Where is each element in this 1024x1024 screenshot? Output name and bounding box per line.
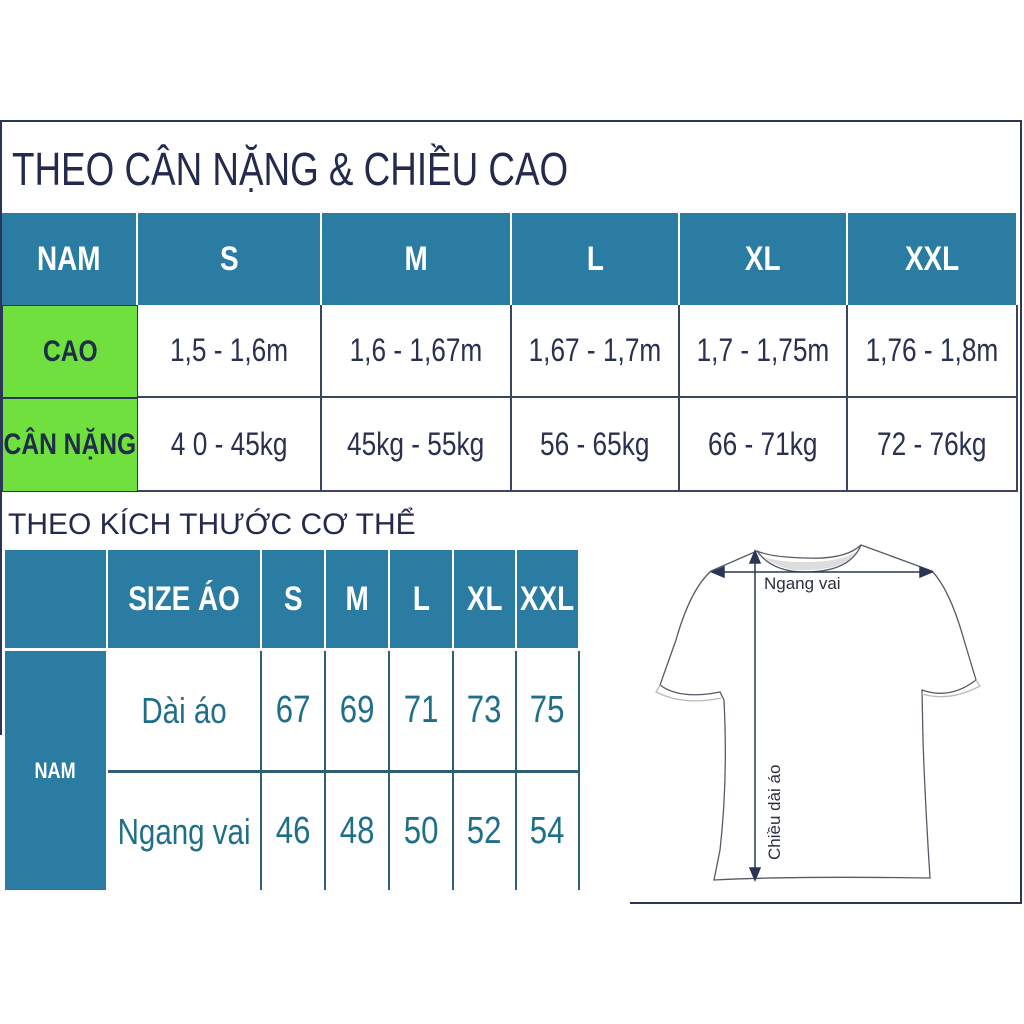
value-cell-text: 54 bbox=[530, 810, 565, 852]
header-cell-text: XL bbox=[745, 239, 781, 278]
value-cell-text: 1,6 - 1,67m bbox=[349, 332, 483, 368]
header-cell-text: XXL bbox=[904, 239, 960, 278]
header-cell-text: S bbox=[283, 579, 303, 618]
weight-height-title: THEO CÂN NẶNG & CHIỀU CAO bbox=[12, 143, 569, 195]
body-size-title: THEO KÍCH THƯỚC CƠ THỂ bbox=[8, 508, 416, 541]
header-cell: S bbox=[138, 213, 322, 305]
value-cell: 72 - 76kg bbox=[848, 398, 1018, 492]
value-cell-text: 1,7 - 1,75m bbox=[696, 332, 830, 368]
value-cell: 73 bbox=[454, 651, 517, 770]
header-cell-text: M bbox=[404, 239, 428, 278]
header-cell-text: L bbox=[412, 579, 430, 618]
value-cell: 1,76 - 1,8m bbox=[848, 305, 1018, 398]
value-cell-text: 1,5 - 1,6m bbox=[169, 332, 289, 368]
header-cell: SIZE ÁO bbox=[108, 550, 262, 648]
length-arrow bbox=[748, 549, 762, 882]
value-cell: 69 bbox=[326, 651, 390, 770]
row-label: Ngang vai bbox=[108, 773, 262, 890]
header-cell-text: L bbox=[586, 239, 604, 278]
value-cell: 75 bbox=[517, 651, 580, 770]
header-cell: S bbox=[262, 550, 326, 648]
row-label-text: CÂN NẶNG bbox=[3, 428, 137, 461]
value-cell-text: 73 bbox=[467, 689, 502, 731]
value-cell-text: 48 bbox=[339, 810, 375, 852]
header-cell: XXL bbox=[517, 550, 580, 648]
value-cell-text: 66 - 71kg bbox=[708, 425, 818, 462]
frame-border-right bbox=[1020, 120, 1022, 903]
header-cell: XL bbox=[454, 550, 517, 648]
value-cell-text: 71 bbox=[403, 689, 439, 731]
value-cell: 52 bbox=[454, 773, 517, 890]
frame-border-top bbox=[0, 120, 1022, 122]
header-cell: L bbox=[390, 550, 454, 648]
value-cell-text: 75 bbox=[530, 689, 565, 731]
value-cell-text: 46 bbox=[275, 810, 311, 852]
header-cell-text: XL bbox=[466, 579, 503, 618]
value-cell: 1,7 - 1,75m bbox=[680, 305, 848, 398]
width-arrow bbox=[710, 565, 934, 579]
group-label-text: NAM bbox=[34, 757, 77, 783]
shirt-outline bbox=[655, 544, 981, 881]
value-cell: 67 bbox=[262, 651, 326, 770]
row-divider bbox=[108, 770, 580, 773]
header-cell: NAM bbox=[2, 213, 138, 305]
value-cell-text: 56 - 65kg bbox=[540, 425, 650, 462]
value-cell-text: 69 bbox=[339, 689, 375, 731]
header-cell-text: SIZE ÁO bbox=[128, 579, 240, 618]
value-cell: 1,6 - 1,67m bbox=[322, 305, 512, 398]
header-cell: L bbox=[512, 213, 680, 305]
width-label: Ngang vai bbox=[764, 574, 841, 593]
value-cell: 4 0 - 45kg bbox=[138, 398, 322, 492]
header-cell-text: S bbox=[219, 239, 239, 278]
value-cell-text: 45kg - 55kg bbox=[347, 425, 485, 462]
value-cell: 56 - 65kg bbox=[512, 398, 680, 492]
value-cell-text: 1,76 - 1,8m bbox=[865, 332, 999, 368]
header-cell: XXL bbox=[848, 213, 1018, 305]
frame-border-bottom bbox=[630, 902, 1022, 904]
row-label-text: Ngang vai bbox=[117, 810, 251, 852]
value-cell: 71 bbox=[390, 651, 454, 770]
value-cell-text: 67 bbox=[275, 689, 311, 731]
value-cell-text: 72 - 76kg bbox=[877, 425, 987, 462]
group-label: NAM bbox=[5, 651, 108, 890]
row-label-text: Dài áo bbox=[141, 689, 227, 731]
value-cell-text: 52 bbox=[467, 810, 502, 852]
row-label: CAO bbox=[2, 305, 138, 398]
value-cell: 66 - 71kg bbox=[680, 398, 848, 492]
header-cell-text: NAM bbox=[37, 239, 101, 278]
header-cell: XL bbox=[680, 213, 848, 305]
value-cell: 50 bbox=[390, 773, 454, 890]
value-cell-text: 4 0 - 45kg bbox=[170, 425, 288, 462]
corner-cell bbox=[5, 550, 108, 648]
shirt-collar bbox=[763, 552, 856, 571]
length-label: Chiều dài áo bbox=[765, 765, 784, 860]
value-cell-text: 1,67 - 1,7m bbox=[528, 332, 662, 368]
row-label-text: CAO bbox=[42, 334, 98, 368]
value-cell: 1,67 - 1,7m bbox=[512, 305, 680, 398]
value-cell: 48 bbox=[326, 773, 390, 890]
frame-border-left bbox=[0, 120, 2, 735]
value-cell: 45kg - 55kg bbox=[322, 398, 512, 492]
header-cell: M bbox=[322, 213, 512, 305]
header-cell-text: M bbox=[345, 579, 369, 618]
value-cell-text: 50 bbox=[403, 810, 439, 852]
row-label: Dài áo bbox=[108, 651, 262, 770]
row-label: CÂN NẶNG bbox=[2, 398, 138, 492]
value-cell: 46 bbox=[262, 773, 326, 890]
header-cell-text: XXL bbox=[520, 579, 575, 618]
value-cell: 1,5 - 1,6m bbox=[138, 305, 322, 398]
header-cell: M bbox=[326, 550, 390, 648]
value-cell: 54 bbox=[517, 773, 580, 890]
